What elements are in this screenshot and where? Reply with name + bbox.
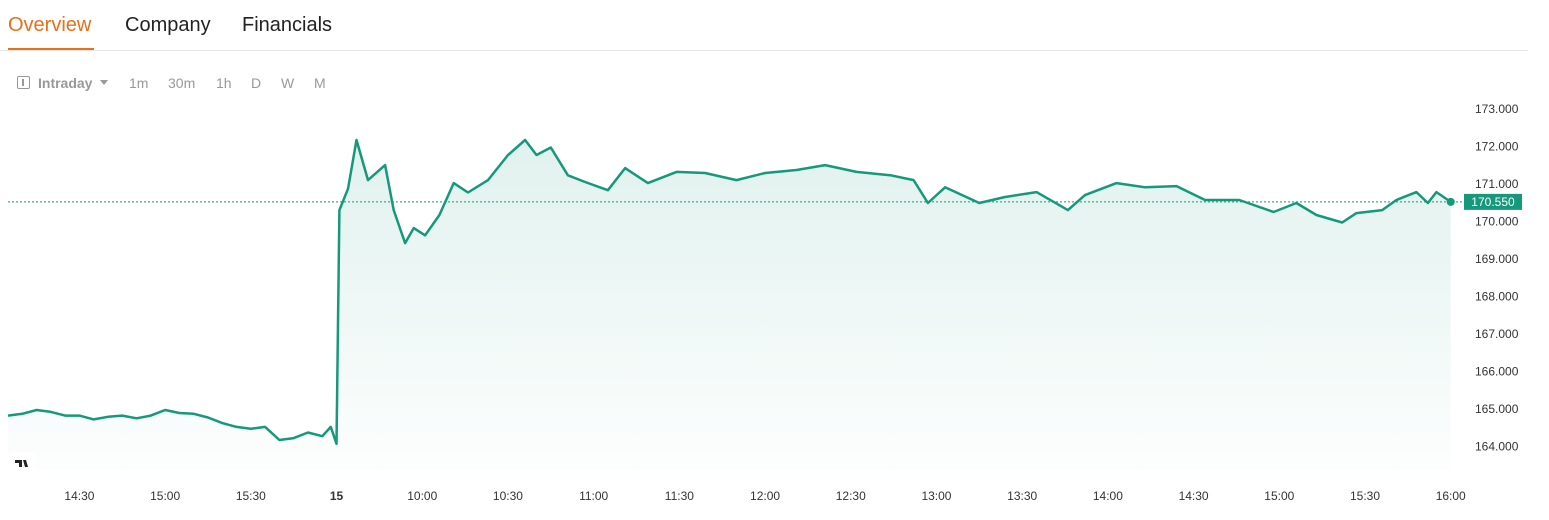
last-point — [1446, 197, 1455, 206]
x-tick-label: 12:30 — [836, 489, 866, 503]
chart-type-icon[interactable] — [17, 76, 30, 89]
y-tick-label: 170.000 — [1475, 215, 1519, 229]
tab[interactable]: Company — [125, 14, 211, 36]
x-tick-label: 14:00 — [1093, 489, 1123, 503]
x-tick-label: 10:00 — [407, 489, 437, 503]
y-tick-label: 165.000 — [1475, 402, 1519, 416]
x-tick-label: 15 — [330, 489, 344, 503]
x-tick-label: 16:00 — [1436, 489, 1466, 503]
interval-option[interactable]: D — [251, 75, 262, 91]
x-tick-label: 13:30 — [1007, 489, 1037, 503]
x-tick-label: 15:30 — [1350, 489, 1380, 503]
logo — [8, 452, 36, 476]
interval-option[interactable]: 30m — [168, 75, 196, 91]
x-tick-label: 15:00 — [150, 489, 180, 503]
y-tick-label: 164.000 — [1475, 440, 1519, 454]
y-tick-label: 168.000 — [1475, 290, 1519, 304]
y-tick-label: 171.000 — [1475, 177, 1519, 191]
y-tick-label: 169.000 — [1475, 252, 1519, 266]
x-tick-label: 15:30 — [236, 489, 266, 503]
x-tick-label: 10:30 — [493, 489, 523, 503]
x-tick-label: 13:00 — [921, 489, 951, 503]
x-tick-label: 14:30 — [1179, 489, 1209, 503]
interval-select[interactable]: Intraday — [38, 75, 93, 91]
y-tick-label: 166.000 — [1475, 365, 1519, 379]
x-tick-label: 12:00 — [750, 489, 780, 503]
interval-option[interactable]: M — [314, 75, 326, 91]
x-tick-label: 15:00 — [1264, 489, 1294, 503]
last-price-box — [1464, 193, 1522, 210]
interval-option[interactable]: 1m — [129, 75, 149, 91]
active-tab-underline — [8, 48, 94, 51]
x-tick-label: 11:00 — [579, 489, 608, 503]
price-line — [7, 138, 1452, 446]
x-tick-label: 11:30 — [665, 489, 694, 503]
dropdown-arrow — [100, 80, 108, 85]
tab[interactable]: Overview — [8, 14, 92, 36]
area — [8, 140, 1451, 470]
last-price-label: 170.550 — [1471, 195, 1515, 209]
tab-divider — [0, 50, 1528, 51]
y-tick-label: 167.000 — [1475, 327, 1519, 341]
tab[interactable]: Financials — [242, 14, 333, 36]
x-tick-label: 14:30 — [64, 489, 94, 503]
interval-option[interactable]: 1h — [216, 75, 232, 91]
y-tick-label: 172.000 — [1475, 140, 1519, 154]
y-tick-label: 173.000 — [1475, 102, 1519, 116]
interval-option[interactable]: W — [281, 75, 295, 91]
